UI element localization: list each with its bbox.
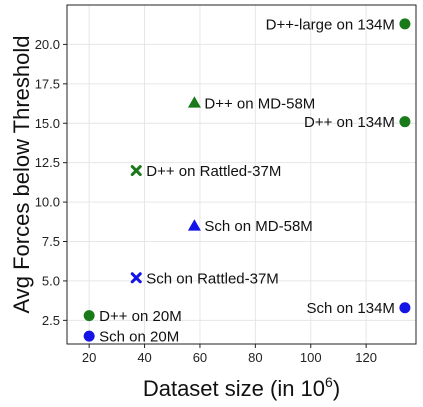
x-axis-title: Dataset size (in 106) [143,374,340,401]
point-label: Sch on MD-58M [204,218,312,235]
data-point: D++-large on 134M [266,16,411,33]
point-label: Sch on 134M [307,300,395,317]
x-tick-label: 120 [355,350,377,365]
point-label: D++ on Rattled-37M [146,163,281,180]
point-label: D++ on 20M [99,308,182,325]
circle-marker [399,116,411,128]
data-point: D++ on Rattled-37M [130,163,281,180]
x-axis-title-suffix: ) [333,376,340,401]
data-point: D++ on 134M [304,114,411,131]
x-marker [130,165,142,177]
circle-marker [83,330,95,342]
circle-marker [399,18,411,30]
data-point: Sch on Rattled-37M [130,270,279,287]
y-tick-label: 15.0 [35,116,60,131]
point-label: D++-large on 134M [266,16,395,33]
y-tick-label: 7.5 [42,234,60,249]
x-tick-label: 100 [300,350,322,365]
x-axis-title-superscript: 6 [325,374,333,390]
axis-ticks: 20 40 60 80 100 120 2.5 5.0 7.5 10.0 12.5 15.0 17.5 2… [35,37,377,365]
y-tick-label: 2.5 [42,313,60,328]
x-tick-label: 40 [137,350,151,365]
plot-frame [66,4,417,345]
point-label: Sch on 20M [99,329,179,346]
y-tick-label: 20.0 [35,37,60,52]
data-point: D++ on 20M [83,308,182,325]
y-tick-label: 17.5 [35,76,60,91]
circle-marker [399,302,411,314]
y-tick-label: 5.0 [42,273,60,288]
grid-lines [67,5,416,344]
y-axis-title: Avg Forces below Threshold [9,36,34,314]
triangle-marker [187,96,201,108]
x-tick-label: 80 [248,350,262,365]
data-point: D++ on MD-58M [187,95,315,112]
point-label: Sch on Rattled-37M [146,270,279,287]
x-tick-label: 60 [193,350,207,365]
x-tick-label: 20 [82,350,96,365]
point-label: D++ on 134M [304,114,395,131]
x-axis-title-main: Dataset size (in 10 [143,376,325,401]
circle-marker [83,310,95,322]
point-label: D++ on MD-58M [204,95,315,112]
x-marker [130,272,142,284]
data-points: D++-large on 134M D++ on MD-58M D++ on 134… [83,16,411,346]
data-point: Sch on MD-58M [187,218,313,235]
data-point: Sch on 20M [83,329,179,346]
data-point: Sch on 134M [307,300,411,317]
triangle-marker [187,219,201,231]
y-tick-label: 10.0 [35,195,60,210]
y-tick-label: 12.5 [35,155,60,170]
